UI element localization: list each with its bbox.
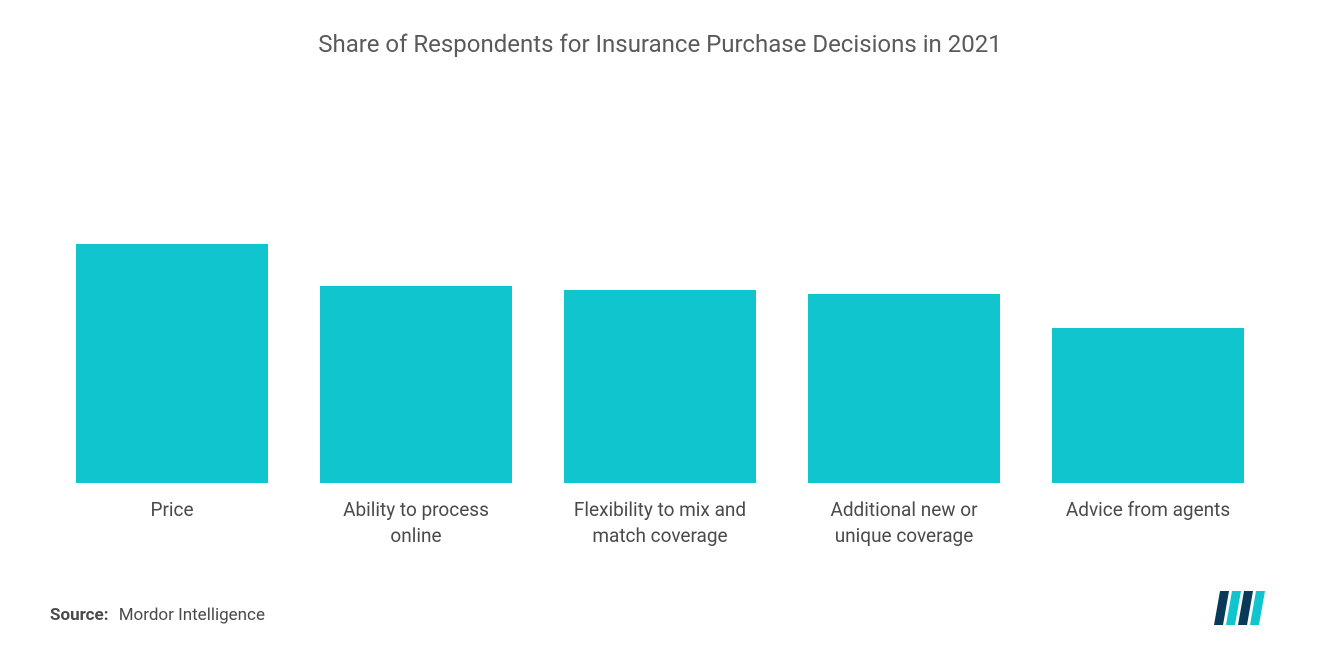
bar [1052, 328, 1244, 483]
bar-label: Ability to process online [320, 497, 512, 551]
chart-footer: Source: Mordor Intelligence [50, 591, 1270, 625]
chart-title: Share of Respondents for Insurance Purch… [50, 30, 1270, 58]
logo-bar [1214, 591, 1229, 625]
plot-area: Price Ability to process online Flexibilit… [50, 68, 1270, 551]
source-line: Source: Mordor Intelligence [50, 605, 265, 625]
bar-group: Price [50, 68, 294, 551]
bar [564, 290, 756, 483]
mordor-logo-icon [1214, 591, 1270, 625]
bar-label: Flexibility to mix and match coverage [564, 497, 756, 551]
bar [320, 286, 512, 483]
bar-label: Additional new or unique coverage [808, 497, 1000, 551]
bar-group: Advice from agents [1026, 68, 1270, 551]
bar-group: Additional new or unique coverage [782, 68, 1026, 551]
bar [76, 244, 268, 483]
logo-bar [1238, 591, 1253, 625]
bar-label: Price [150, 497, 193, 551]
bar-label: Advice from agents [1066, 497, 1230, 551]
bar-group: Ability to process online [294, 68, 538, 551]
chart-container: Share of Respondents for Insurance Purch… [0, 0, 1320, 665]
bar-group: Flexibility to mix and match coverage [538, 68, 782, 551]
logo-bar [1226, 591, 1241, 625]
source-label: Source: [50, 605, 108, 625]
source-name: Mordor Intelligence [119, 605, 265, 625]
bar [808, 294, 1000, 483]
logo-bar [1250, 591, 1265, 625]
